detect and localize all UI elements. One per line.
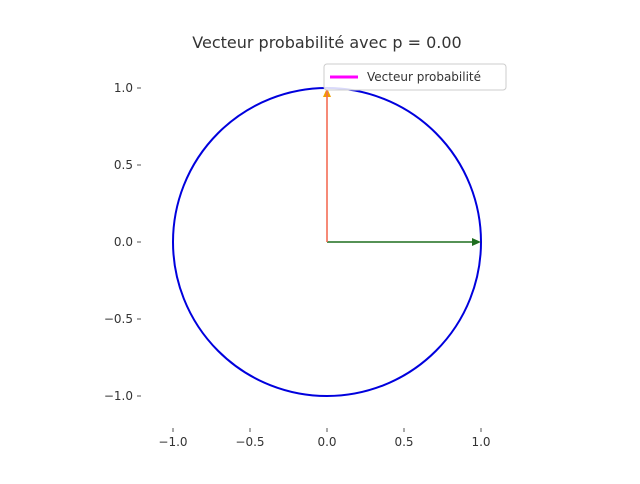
y-tick-label: 0.0	[114, 235, 133, 249]
x-tick-label: 1.0	[471, 435, 490, 449]
legend: Vecteur probabilité	[323, 63, 507, 91]
x-tick-label: 0.5	[394, 435, 413, 449]
x-tick-label: −1.0	[158, 435, 187, 449]
y-tick-label: −0.5	[104, 312, 133, 326]
x-tick-label: −0.5	[235, 435, 264, 449]
y-axis: −1.0 −0.5 0.0 0.5 1.0	[104, 81, 141, 403]
x-tick-label: 0.0	[317, 435, 336, 449]
vectors	[323, 88, 481, 246]
legend-box	[323, 63, 507, 91]
legend-label: Vecteur probabilité	[367, 70, 481, 84]
axes: −1.0 −0.5 0.0 0.5 1.0 −1.0 −0.5 0.0 0.5 1.0	[104, 81, 491, 449]
x-axis-vector-arrowhead	[472, 238, 481, 246]
y-tick-label: 1.0	[114, 81, 133, 95]
x-axis-vector	[327, 238, 481, 246]
y-tick-label: −1.0	[104, 389, 133, 403]
y-axis-vector-arrowhead	[323, 88, 331, 97]
chart-title: Vecteur probabilité avec p = 0.00	[192, 33, 461, 52]
y-tick-label: 0.5	[114, 158, 133, 172]
y-axis-vector	[323, 88, 331, 242]
x-axis: −1.0 −0.5 0.0 0.5 1.0	[158, 428, 491, 449]
